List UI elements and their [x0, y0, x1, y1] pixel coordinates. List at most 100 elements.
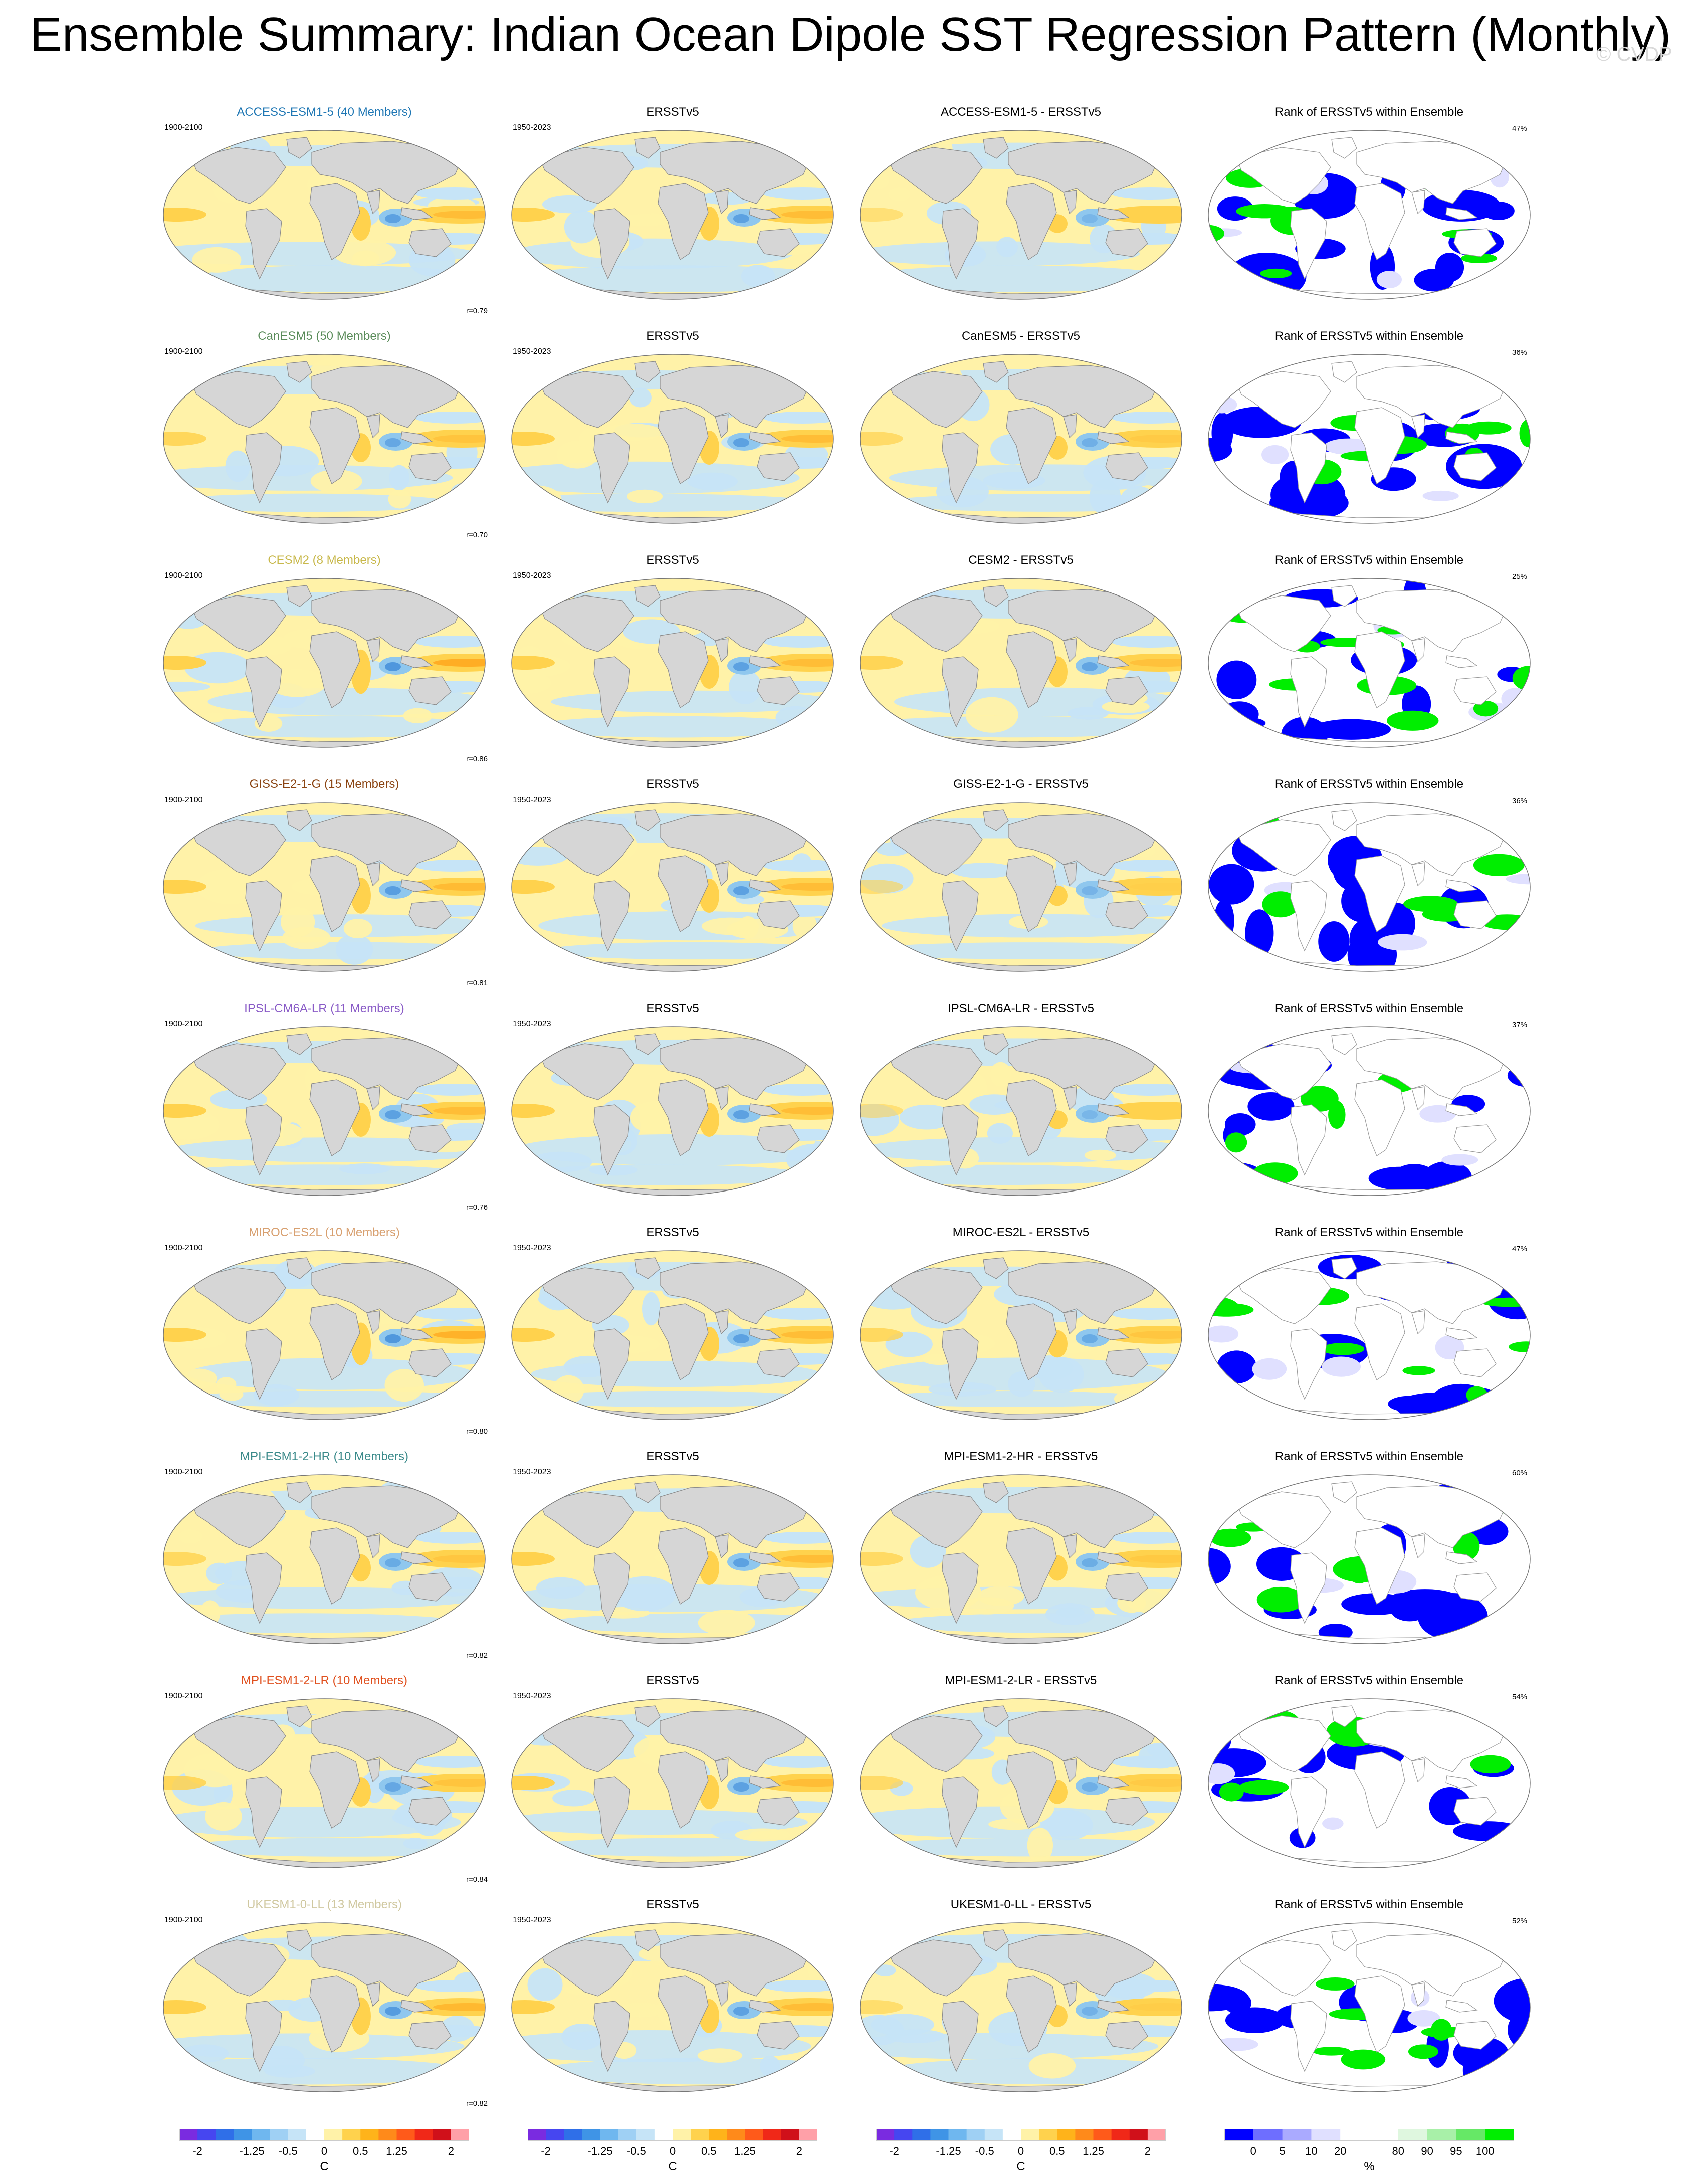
- colorbar-swatch: [378, 2129, 397, 2141]
- continent: [888, 1715, 983, 1772]
- colorbar-swatch: [1039, 2129, 1057, 2141]
- rank-high-region: [1256, 1586, 1305, 1613]
- model-period: 1900-2100: [164, 1692, 203, 1700]
- obs-period: 1950-2023: [513, 1468, 551, 1476]
- rank-panel-title: Rank of ERSSTv5 within Ensemble: [1274, 1450, 1464, 1463]
- obs-sst-map: [511, 354, 834, 524]
- continent: [400, 655, 433, 668]
- sst-pacific-tongue-west: [512, 432, 555, 446]
- rank-percent: 52%: [1512, 1917, 1528, 1925]
- rank-high-region: [1519, 419, 1530, 448]
- sst-pacific-core: [1130, 1555, 1182, 1563]
- sst-blob: [1102, 700, 1150, 713]
- continent: [1006, 183, 1057, 260]
- continent: [983, 361, 1009, 383]
- rank-low-region: [1220, 701, 1259, 727]
- continent: [1445, 1775, 1478, 1789]
- sst-cool-core: [1082, 1558, 1098, 1567]
- rank-low-region: [1208, 1548, 1231, 1585]
- continent: [1006, 407, 1057, 484]
- continent: [983, 585, 1009, 607]
- obs-panel-title: ERSSTv5: [646, 1674, 699, 1687]
- continent: [1354, 407, 1405, 484]
- continent: [1453, 1348, 1497, 1377]
- sst-blob: [214, 1780, 233, 1808]
- continent: [1063, 1310, 1077, 1335]
- continent: [1097, 2000, 1130, 2013]
- rank-percent: 47%: [1512, 124, 1528, 133]
- sst-arm-north: [414, 636, 485, 648]
- continent: [1105, 1797, 1148, 1826]
- continent: [366, 862, 380, 887]
- map-border: [511, 1922, 834, 2092]
- colorbar-swatch: [234, 2129, 252, 2141]
- continent: [1411, 638, 1425, 663]
- sst-blob: [257, 2045, 305, 2075]
- rank-high-region: [1252, 1162, 1298, 1184]
- sst-pacific-tongue: [755, 1774, 833, 1792]
- map-border: [860, 354, 1182, 524]
- continent: [539, 147, 634, 204]
- continent: [634, 137, 661, 159]
- sst-blob: [268, 669, 326, 697]
- sst-arm-north: [763, 1756, 833, 1768]
- diff-panel-title: MPI-ESM1-2-LR - ERSSTv5: [945, 1674, 1097, 1687]
- colorbar-swatch: [1129, 2129, 1148, 2141]
- continent: [366, 1982, 380, 2007]
- map-border: [163, 1922, 486, 2092]
- continent: [1411, 1758, 1425, 1783]
- continent: [1290, 1104, 1327, 1176]
- pattern-correlation: r=0.84: [466, 1875, 488, 1884]
- rank-panel-title: Rank of ERSSTv5 within Ensemble: [1274, 553, 1464, 567]
- continent: [400, 2000, 433, 2013]
- rank-pale-low-region: [1322, 1817, 1344, 1830]
- rank-high-region: [1473, 854, 1525, 876]
- rank-pale-low-region: [1441, 1154, 1478, 1166]
- continent: [1290, 432, 1327, 504]
- continent: [634, 1705, 661, 1727]
- sst-pacific-core: [781, 435, 833, 443]
- continent: [1453, 1797, 1497, 1826]
- colorbar-swatch: [781, 2129, 800, 2141]
- sst-blob: [1045, 1603, 1095, 1625]
- sst-blob: [200, 1600, 221, 1626]
- continent: [658, 183, 709, 260]
- colorbar-tick-label: 0: [669, 2145, 676, 2157]
- colorbar-swatch: [1369, 2129, 1399, 2141]
- sst-blob: [527, 1968, 563, 2002]
- sst-blob: [384, 1369, 424, 1402]
- sst-blob: [729, 670, 762, 704]
- sst-pacific-tongue: [755, 1326, 833, 1344]
- continent: [1331, 361, 1357, 383]
- model-period: 1900-2100: [164, 347, 203, 356]
- continent: [634, 1033, 661, 1055]
- obs-panel-title: ERSSTv5: [646, 1898, 699, 1911]
- continent: [715, 1310, 729, 1335]
- sst-blob: [280, 907, 315, 937]
- sst-blob: [888, 187, 911, 202]
- colorbar-swatch: [912, 2129, 931, 2141]
- continent: [757, 228, 800, 257]
- colorbar-swatch: [600, 2129, 619, 2141]
- sst-pacific-core: [433, 211, 485, 219]
- sst-pacific-tongue-west: [512, 1104, 555, 1118]
- continent: [634, 361, 661, 383]
- continent: [1331, 1481, 1357, 1503]
- sst-pacific-tongue-west: [163, 208, 206, 222]
- obs-sst-map: [511, 802, 834, 972]
- sst-blob: [192, 247, 242, 273]
- map-border: [511, 802, 834, 972]
- rank-percent: 36%: [1512, 797, 1528, 805]
- colorbar-tick-label: 5: [1279, 2145, 1286, 2157]
- sst-blob: [899, 1104, 954, 1130]
- sst-cool-core: [385, 2007, 401, 2016]
- sst-blob: [977, 1586, 1024, 1606]
- colorbar-swatch: [727, 2129, 745, 2141]
- sst-band: [163, 1164, 475, 1185]
- model-period: 1900-2100: [164, 571, 203, 580]
- colorbar-tick-label: 80: [1392, 2145, 1405, 2157]
- sst-arm-north: [763, 1532, 833, 1544]
- sst-pacific-core: [1130, 2003, 1182, 2011]
- colorbar-tick-label: 2: [796, 2145, 802, 2157]
- continent: [1290, 2001, 1327, 2072]
